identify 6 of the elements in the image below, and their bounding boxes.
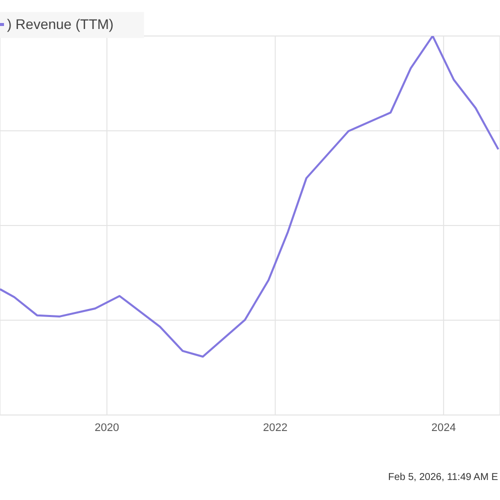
x-tick-label: 2020 xyxy=(94,422,120,434)
x-tick-label: 2024 xyxy=(431,422,456,434)
legend-box: ) Revenue (TTM) xyxy=(0,12,144,38)
text: Feb 5, 2026, 11:49 AM E xyxy=(388,472,498,483)
legend-label: ) Revenue (TTM) xyxy=(6,16,114,32)
x-tick-label: 2022 xyxy=(263,422,288,434)
